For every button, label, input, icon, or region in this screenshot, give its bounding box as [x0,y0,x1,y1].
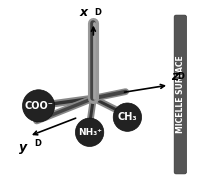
Text: x: x [80,6,88,19]
Text: COO⁻: COO⁻ [24,101,53,111]
Ellipse shape [23,90,55,122]
Text: y: y [19,141,27,154]
Text: z: z [171,70,178,83]
Text: MICELLE SURFACE: MICELLE SURFACE [176,56,185,133]
Ellipse shape [76,118,104,146]
Text: CH₃: CH₃ [118,112,137,122]
Text: NH₃⁺: NH₃⁺ [78,128,102,137]
Text: D: D [94,8,101,17]
Text: D: D [34,139,41,148]
Ellipse shape [113,103,141,131]
Text: D: D [178,72,184,81]
FancyBboxPatch shape [174,15,186,174]
